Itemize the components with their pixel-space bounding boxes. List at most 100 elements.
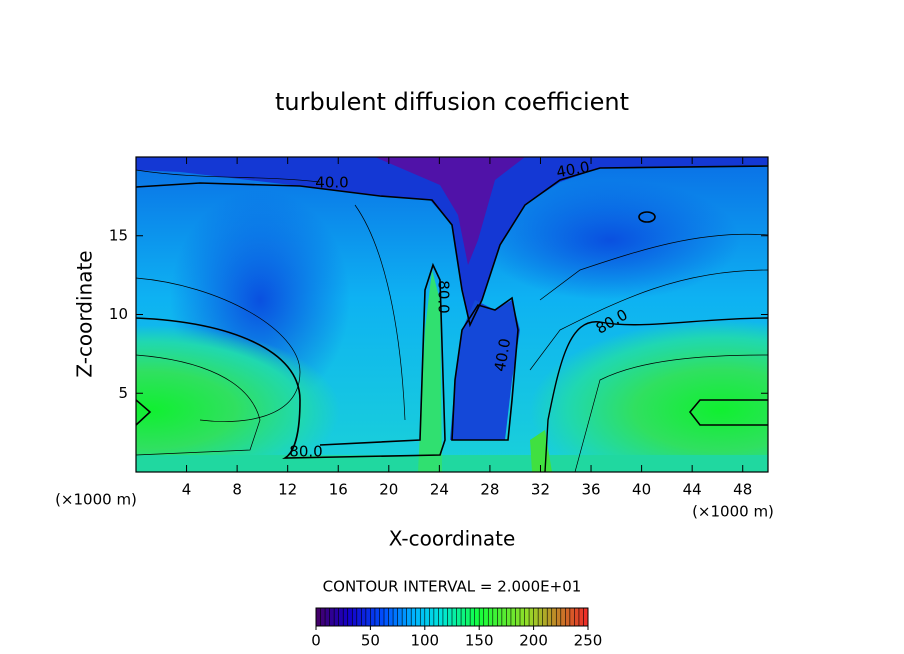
colorbar-cell — [515, 608, 521, 626]
contour-label: 80.0 — [289, 443, 322, 461]
colorbar-cell — [569, 608, 575, 626]
colorbar-cell — [479, 608, 485, 626]
y-tick-label: 5 — [118, 384, 128, 402]
colorbar-cell — [510, 608, 516, 626]
colorbar-cell — [524, 608, 530, 626]
colorbar-cell — [343, 608, 349, 626]
contour-line — [451, 296, 519, 441]
field-region — [530, 320, 768, 472]
contour-line — [136, 262, 446, 459]
x-tick-label: 36 — [581, 481, 600, 499]
colorbar-cell — [374, 608, 380, 626]
y-axis-label: Z-coordinate — [73, 250, 97, 377]
colorbar-cell — [356, 608, 362, 626]
colorbar-cell — [325, 608, 330, 626]
x-tick-label: 16 — [329, 481, 348, 499]
contour-label: 40.0 — [491, 337, 515, 373]
colorbar-cell — [456, 608, 462, 626]
colorbar-cell — [352, 608, 358, 626]
colorbar-cell — [406, 608, 412, 626]
colorbar-cell — [542, 608, 548, 626]
colorbar-tick-label: 200 — [519, 632, 548, 650]
x-tick-label: 12 — [278, 481, 297, 499]
colorbar-cell — [556, 608, 562, 626]
colorbar-cell — [365, 608, 371, 626]
colorbar-cell — [438, 608, 444, 626]
contour-line — [136, 277, 301, 422]
colorbar-cell — [402, 608, 407, 626]
field-region — [418, 270, 442, 472]
contour-line — [539, 233, 768, 301]
contour-line — [529, 269, 768, 371]
colorbar-cell — [488, 608, 494, 626]
contour-line — [354, 204, 406, 421]
colorbar-cell — [420, 608, 426, 626]
field-region — [136, 455, 768, 472]
colorbar-cell — [574, 608, 580, 626]
colorbar-cell — [334, 608, 339, 626]
colorbar-cell — [393, 608, 398, 626]
contour-line — [136, 165, 768, 328]
colorbar-cell — [338, 608, 344, 626]
x-tick-label: 4 — [182, 481, 192, 499]
colorbar-cell — [529, 608, 534, 626]
contour-interval: CONTOUR INTERVAL = 2.000E+01 — [323, 578, 582, 596]
colorbar-cell — [370, 608, 376, 626]
colorbar-cell — [565, 608, 571, 626]
contour-line — [136, 399, 152, 426]
x-tick-label: 24 — [430, 481, 449, 499]
x-tick-label: 44 — [683, 481, 702, 499]
contour-line — [574, 354, 768, 472]
y-tick-label: 10 — [109, 305, 128, 323]
colorbar-frame — [315, 607, 589, 627]
colorbar-cell — [361, 608, 367, 626]
contour-line — [136, 169, 321, 183]
x-unit-label: (×1000 m) — [55, 491, 137, 509]
colorbar-cell — [329, 608, 335, 626]
colorbar-cell — [316, 608, 321, 626]
colorbar-tick-label: 50 — [361, 632, 380, 650]
contour-line — [544, 317, 768, 472]
colorbar-cell — [429, 608, 435, 626]
contour-line — [136, 354, 261, 456]
colorbar-cell — [388, 608, 394, 626]
field-region — [136, 325, 340, 472]
colorbar-cell — [384, 608, 389, 626]
x-tick-label: 20 — [379, 481, 398, 499]
x-tick-label: 28 — [480, 481, 499, 499]
colorbar-cell — [397, 608, 403, 626]
x-tick-label: 8 — [232, 481, 242, 499]
colorbar-cell — [447, 608, 453, 626]
contour-label: 40.0 — [315, 174, 348, 192]
colorbar-cell — [465, 608, 471, 626]
colorbar-tick-label: 0 — [311, 632, 321, 650]
colorbar-cell — [433, 608, 439, 626]
contour-line — [638, 211, 656, 223]
colorbar-cell — [583, 608, 589, 626]
colorbar-cell — [461, 608, 466, 626]
colorbar-cell — [533, 608, 539, 626]
colorbar-cell — [442, 608, 448, 626]
x-tick-label: 48 — [733, 481, 752, 499]
colorbar-cell — [424, 608, 430, 626]
contour-line — [688, 399, 768, 426]
colorbar-cell — [551, 608, 557, 626]
chart-title: turbulent diffusion coefficient — [275, 88, 629, 116]
colorbar-cell — [474, 608, 480, 626]
colorbar-tick-label: 150 — [465, 632, 494, 650]
contour-label: 40.0 — [555, 158, 591, 182]
colorbar-cell — [483, 608, 489, 626]
colorbar-cell — [320, 608, 326, 626]
colorbar-cell — [452, 608, 457, 626]
contour-label: 80.0 — [435, 280, 453, 313]
colorbar-cell — [379, 608, 385, 626]
y-tick-label: 15 — [109, 226, 128, 244]
colorbar-cell — [506, 608, 512, 626]
colorbar-tick-label: 100 — [410, 632, 439, 650]
colorbar-cell — [578, 608, 584, 626]
colorbar-cell — [538, 608, 543, 626]
colorbar-cell — [520, 608, 525, 626]
colorbar-cell — [415, 608, 421, 626]
contour-field — [136, 157, 768, 472]
